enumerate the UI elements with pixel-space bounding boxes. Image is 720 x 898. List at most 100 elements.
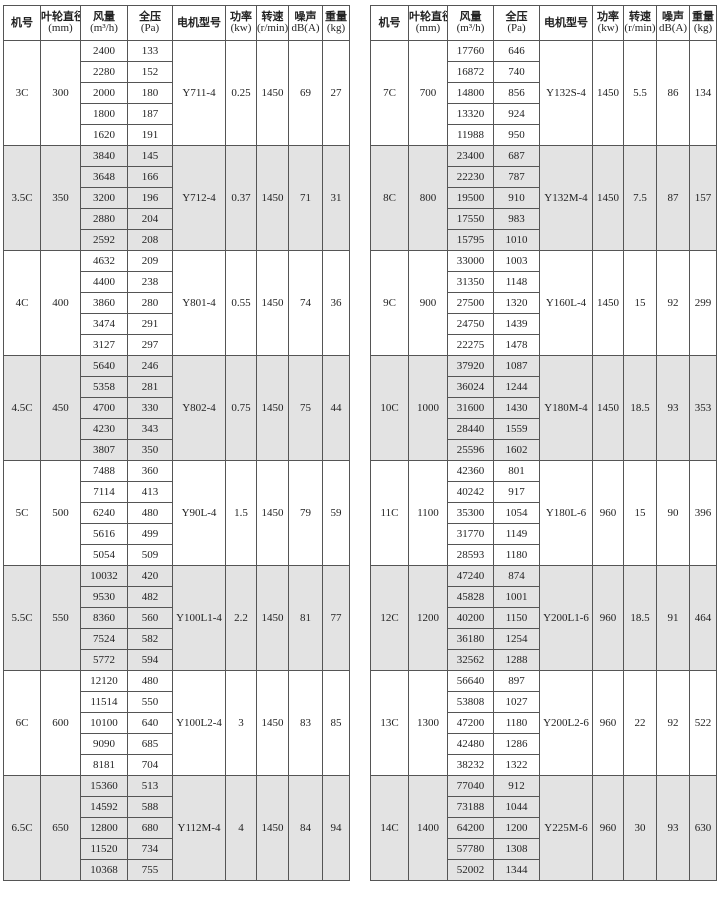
power-cell: 0.55: [225, 250, 257, 356]
diameter-cell: 1100: [408, 460, 448, 566]
power-cell: 2.2: [225, 565, 257, 671]
pressure-cell: 687: [493, 145, 540, 167]
pressure-cell: 917: [493, 481, 540, 503]
weight-cell: 77: [322, 565, 350, 671]
table-row: 4.5C 450 5640 246 Y802-4 0.75 1450 75 44: [3, 355, 350, 461]
motor-cell: Y225M-6: [539, 775, 593, 881]
flow-cell: 17760: [447, 40, 494, 62]
model-cell: 4.5C: [3, 355, 41, 461]
table-row: 38232 1322: [371, 754, 717, 776]
flow-cell: 9090: [80, 733, 128, 755]
diameter-cell: 400: [40, 250, 81, 356]
table-row: 4C 400 4632 209 Y801-4 0.55 1450 74 36: [3, 250, 350, 356]
table-row: 25596 1602: [371, 439, 717, 461]
speed-cell: 1450: [256, 250, 289, 356]
pressure-cell: 133: [127, 40, 173, 62]
flow-cell: 11514: [80, 691, 128, 713]
flow-cell: 7114: [80, 481, 128, 503]
flow-cell: 11988: [447, 124, 494, 146]
pressure-cell: 950: [493, 124, 540, 146]
pressure-cell: 1320: [493, 292, 540, 314]
table-row: 40200 1150: [371, 607, 717, 629]
table-row: 52002 1344: [371, 859, 717, 881]
flow-cell: 40200: [447, 607, 494, 629]
pressure-cell: 1010: [493, 229, 540, 251]
pressure-cell: 734: [127, 838, 173, 860]
flow-cell: 52002: [447, 859, 494, 881]
flow-cell: 4400: [80, 271, 128, 293]
flow-cell: 6240: [80, 502, 128, 524]
power-cell: 1.5: [225, 460, 257, 566]
flow-cell: 57780: [447, 838, 494, 860]
pressure-cell: 238: [127, 271, 173, 293]
diameter-cell: 1000: [408, 355, 448, 461]
pressure-cell: 297: [127, 334, 173, 356]
pressure-cell: 509: [127, 544, 173, 566]
pressure-cell: 513: [127, 775, 173, 797]
flow-cell: 5772: [80, 649, 128, 671]
header-pressure: 全压 (Pa): [127, 5, 173, 41]
header-label: 功率: [597, 11, 619, 23]
pressure-cell: 550: [127, 691, 173, 713]
flow-cell: 64200: [447, 817, 494, 839]
noise-cell: 69: [288, 40, 323, 146]
flow-cell: 31770: [447, 523, 494, 545]
table-row: 12C 1200 47240 874 Y200L1-6 960 18.5 91 464: [370, 565, 717, 671]
table-row: 42480 1286: [371, 733, 717, 755]
pressure-cell: 910: [493, 187, 540, 209]
pressure-cell: 1430: [493, 397, 540, 419]
table-row: 5054 509: [4, 544, 350, 566]
table-row: 1620 191: [4, 124, 350, 146]
power-cell: 4: [225, 775, 257, 881]
header-model: 机号: [370, 5, 409, 41]
pressure-cell: 1286: [493, 733, 540, 755]
table-row: 31770 1149: [371, 523, 717, 545]
weight-cell: 27: [322, 40, 350, 146]
diameter-cell: 1400: [408, 775, 448, 881]
header-label: 噪声: [662, 11, 684, 23]
header-speed: 转速 (r/min): [256, 5, 289, 41]
power-cell: 0.37: [225, 145, 257, 251]
flow-cell: 36180: [447, 628, 494, 650]
pressure-cell: 246: [127, 355, 173, 377]
flow-cell: 10100: [80, 712, 128, 734]
pressure-cell: 704: [127, 754, 173, 776]
flow-cell: 2880: [80, 208, 128, 230]
pressure-cell: 1308: [493, 838, 540, 860]
pressure-cell: 343: [127, 418, 173, 440]
header-label: 电机型号: [177, 16, 221, 29]
flow-cell: 37920: [447, 355, 494, 377]
model-cell: 8C: [370, 145, 409, 251]
flow-cell: 47200: [447, 712, 494, 734]
motor-cell: Y132M-4: [539, 145, 593, 251]
diameter-cell: 650: [40, 775, 81, 881]
pressure-cell: 646: [493, 40, 540, 62]
motor-cell: Y160L-4: [539, 250, 593, 356]
header-noise: 噪声 dB(A): [656, 5, 690, 41]
table-row: 3200 196: [4, 187, 350, 209]
model-cell: 6.5C: [3, 775, 41, 881]
speed-cell: 1450: [256, 565, 289, 671]
motor-cell: Y100L2-4: [172, 670, 226, 776]
flow-cell: 16872: [447, 61, 494, 83]
diameter-cell: 450: [40, 355, 81, 461]
table-row: 22275 1478: [371, 334, 717, 356]
header-diameter: 叶轮直径(mm): [40, 5, 81, 41]
speed-cell: 7.5: [623, 145, 657, 251]
flow-cell: 10032: [80, 565, 128, 587]
header-label: 噪声: [294, 11, 317, 23]
motor-cell: Y90L-4: [172, 460, 226, 566]
header-label: 机号: [11, 16, 33, 29]
table-row: 3C 300 2400 133 Y711-4 0.25 1450 69 27: [3, 40, 350, 146]
pressure-cell: 640: [127, 712, 173, 734]
pressure-cell: 1087: [493, 355, 540, 377]
pressure-cell: 152: [127, 61, 173, 83]
noise-cell: 71: [288, 145, 323, 251]
weight-cell: 134: [689, 40, 717, 146]
header-unit: (mm): [48, 22, 73, 34]
diameter-cell: 600: [40, 670, 81, 776]
table-row: 4230 343: [4, 418, 350, 440]
pressure-cell: 166: [127, 166, 173, 188]
speed-cell: 18.5: [623, 355, 657, 461]
pressure-cell: 191: [127, 124, 173, 146]
